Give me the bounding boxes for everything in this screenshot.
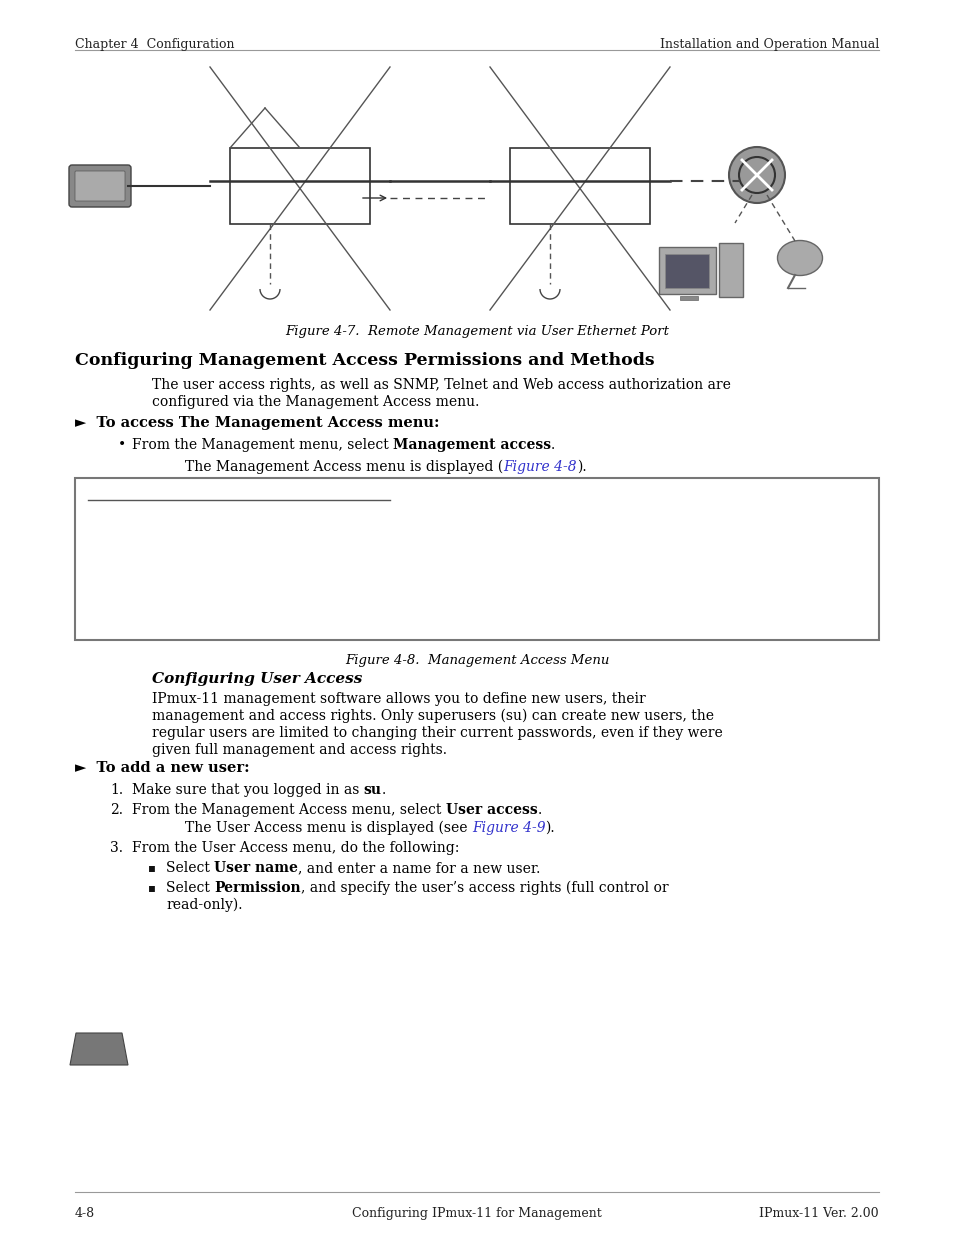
Bar (510, 148, 649, 224)
Text: ►  To access The Management Access menu:: ► To access The Management Access menu: (75, 416, 439, 430)
Polygon shape (70, 1032, 128, 1065)
Text: Installation and Operation Manual: Installation and Operation Manual (659, 38, 878, 51)
Ellipse shape (777, 241, 821, 275)
Text: configured via the Management Access menu.: configured via the Management Access men… (152, 395, 478, 409)
Text: Permission: Permission (214, 881, 300, 895)
Bar (75, 478, 878, 640)
Text: IPmux-11 Ver. 2.00: IPmux-11 Ver. 2.00 (759, 1207, 878, 1220)
Text: su: su (363, 783, 381, 797)
Text: ►  To add a new user:: ► To add a new user: (75, 761, 250, 776)
Bar (679, 296, 698, 300)
Text: .: . (537, 803, 541, 818)
Text: From the User Access menu, do the following:: From the User Access menu, do the follow… (132, 841, 459, 855)
Text: ).: ). (545, 821, 555, 835)
Text: , and enter a name for a new user.: , and enter a name for a new user. (297, 861, 540, 876)
Text: The Management Access menu is displayed (: The Management Access menu is displayed … (185, 459, 502, 474)
Text: ▪: ▪ (148, 881, 156, 894)
Text: The user access rights, as well as SNMP, Telnet and Web access authorization are: The user access rights, as well as SNMP,… (152, 378, 730, 391)
Text: Figure 4-9: Figure 4-9 (472, 821, 545, 835)
Text: Figure 4-7.  Remote Management via User Ethernet Port: Figure 4-7. Remote Management via User E… (285, 325, 668, 338)
Text: Configuring User Access: Configuring User Access (152, 672, 362, 685)
Text: From the Management menu, select: From the Management menu, select (132, 438, 393, 452)
Text: ▪: ▪ (148, 861, 156, 874)
Text: Make sure that you logged in as: Make sure that you logged in as (132, 783, 363, 797)
Text: 2.: 2. (110, 803, 123, 818)
Text: Select: Select (166, 881, 214, 895)
FancyBboxPatch shape (659, 247, 716, 294)
Circle shape (728, 147, 784, 203)
Text: regular users are limited to changing their current passwords, even if they were: regular users are limited to changing th… (152, 726, 722, 740)
Text: The User Access menu is displayed (see: The User Access menu is displayed (see (185, 821, 472, 835)
Text: Figure 4-8.  Management Access Menu: Figure 4-8. Management Access Menu (344, 655, 609, 667)
Text: .: . (381, 783, 386, 797)
Text: 4-8: 4-8 (75, 1207, 95, 1220)
FancyBboxPatch shape (75, 170, 125, 201)
Text: Configuring Management Access Permissions and Methods: Configuring Management Access Permission… (75, 352, 654, 369)
Text: Management access: Management access (393, 438, 551, 452)
Text: management and access rights. Only superusers (su) can create new users, the: management and access rights. Only super… (152, 709, 713, 724)
Bar (664, 254, 708, 288)
Text: 1.: 1. (110, 783, 123, 797)
Text: Figure 4-8: Figure 4-8 (502, 459, 577, 474)
Text: User name: User name (214, 861, 297, 876)
Text: •: • (118, 438, 126, 452)
Text: From the Management Access menu, select: From the Management Access menu, select (132, 803, 445, 818)
Text: Chapter 4  Configuration: Chapter 4 Configuration (75, 38, 234, 51)
Text: 3.: 3. (110, 841, 123, 855)
Text: , and specify the user’s access rights (full control or: , and specify the user’s access rights (… (300, 881, 668, 895)
Bar (230, 148, 370, 224)
Text: read-only).: read-only). (166, 898, 242, 913)
FancyBboxPatch shape (719, 243, 742, 296)
Text: IPmux-11 management software allows you to define new users, their: IPmux-11 management software allows you … (152, 692, 645, 706)
FancyBboxPatch shape (69, 165, 131, 207)
Text: User access: User access (445, 803, 537, 818)
Text: Select: Select (166, 861, 214, 876)
Text: .: . (551, 438, 555, 452)
Text: given full management and access rights.: given full management and access rights. (152, 743, 447, 757)
Text: Configuring IPmux-11 for Management: Configuring IPmux-11 for Management (352, 1207, 601, 1220)
Text: ).: ). (577, 459, 586, 474)
